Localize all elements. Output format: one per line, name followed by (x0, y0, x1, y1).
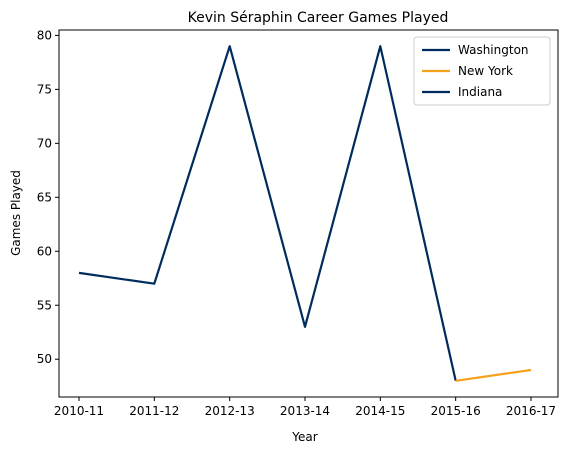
x-tick-label: 2012-13 (205, 404, 255, 418)
y-tick-label: 60 (37, 244, 52, 258)
x-tick-label: 2016-17 (506, 404, 556, 418)
y-tick-label: 65 (37, 190, 52, 204)
x-tick-label: 2015-16 (431, 404, 481, 418)
x-axis-label: Year (291, 430, 317, 444)
y-axis-label: Games Played (9, 170, 23, 256)
series-layer (78, 45, 532, 382)
chart-title: Kevin Séraphin Career Games Played (188, 10, 449, 26)
legend: Washington New York Indiana (413, 36, 551, 106)
y-tick-label: 70 (37, 136, 52, 150)
y-tick-label: 75 (37, 82, 52, 96)
legend-label: Washington (458, 43, 529, 57)
legend-frame (413, 36, 551, 106)
plot-area (58, 29, 559, 398)
y-tick-label: 80 (37, 28, 52, 42)
y-tick-label: 50 (37, 352, 52, 366)
x-tick-label: 2010-11 (54, 404, 104, 418)
y-tick-label: 55 (37, 298, 52, 312)
legend-label: New York (458, 64, 513, 78)
series-line-new-york (455, 368, 532, 382)
x-tick-label: 2011-12 (129, 404, 179, 418)
x-tick-label: 2013-14 (280, 404, 330, 418)
x-axis: 2010-11 2011-12 2012-13 2013-14 2014-15 2015-… (54, 397, 556, 418)
plot-frame (58, 29, 559, 398)
series-line-washington (78, 45, 457, 382)
legend-label: Indiana (458, 85, 502, 99)
x-tick-label: 2014-15 (355, 404, 405, 418)
y-axis: 50 55 60 65 70 75 80 (37, 28, 59, 366)
